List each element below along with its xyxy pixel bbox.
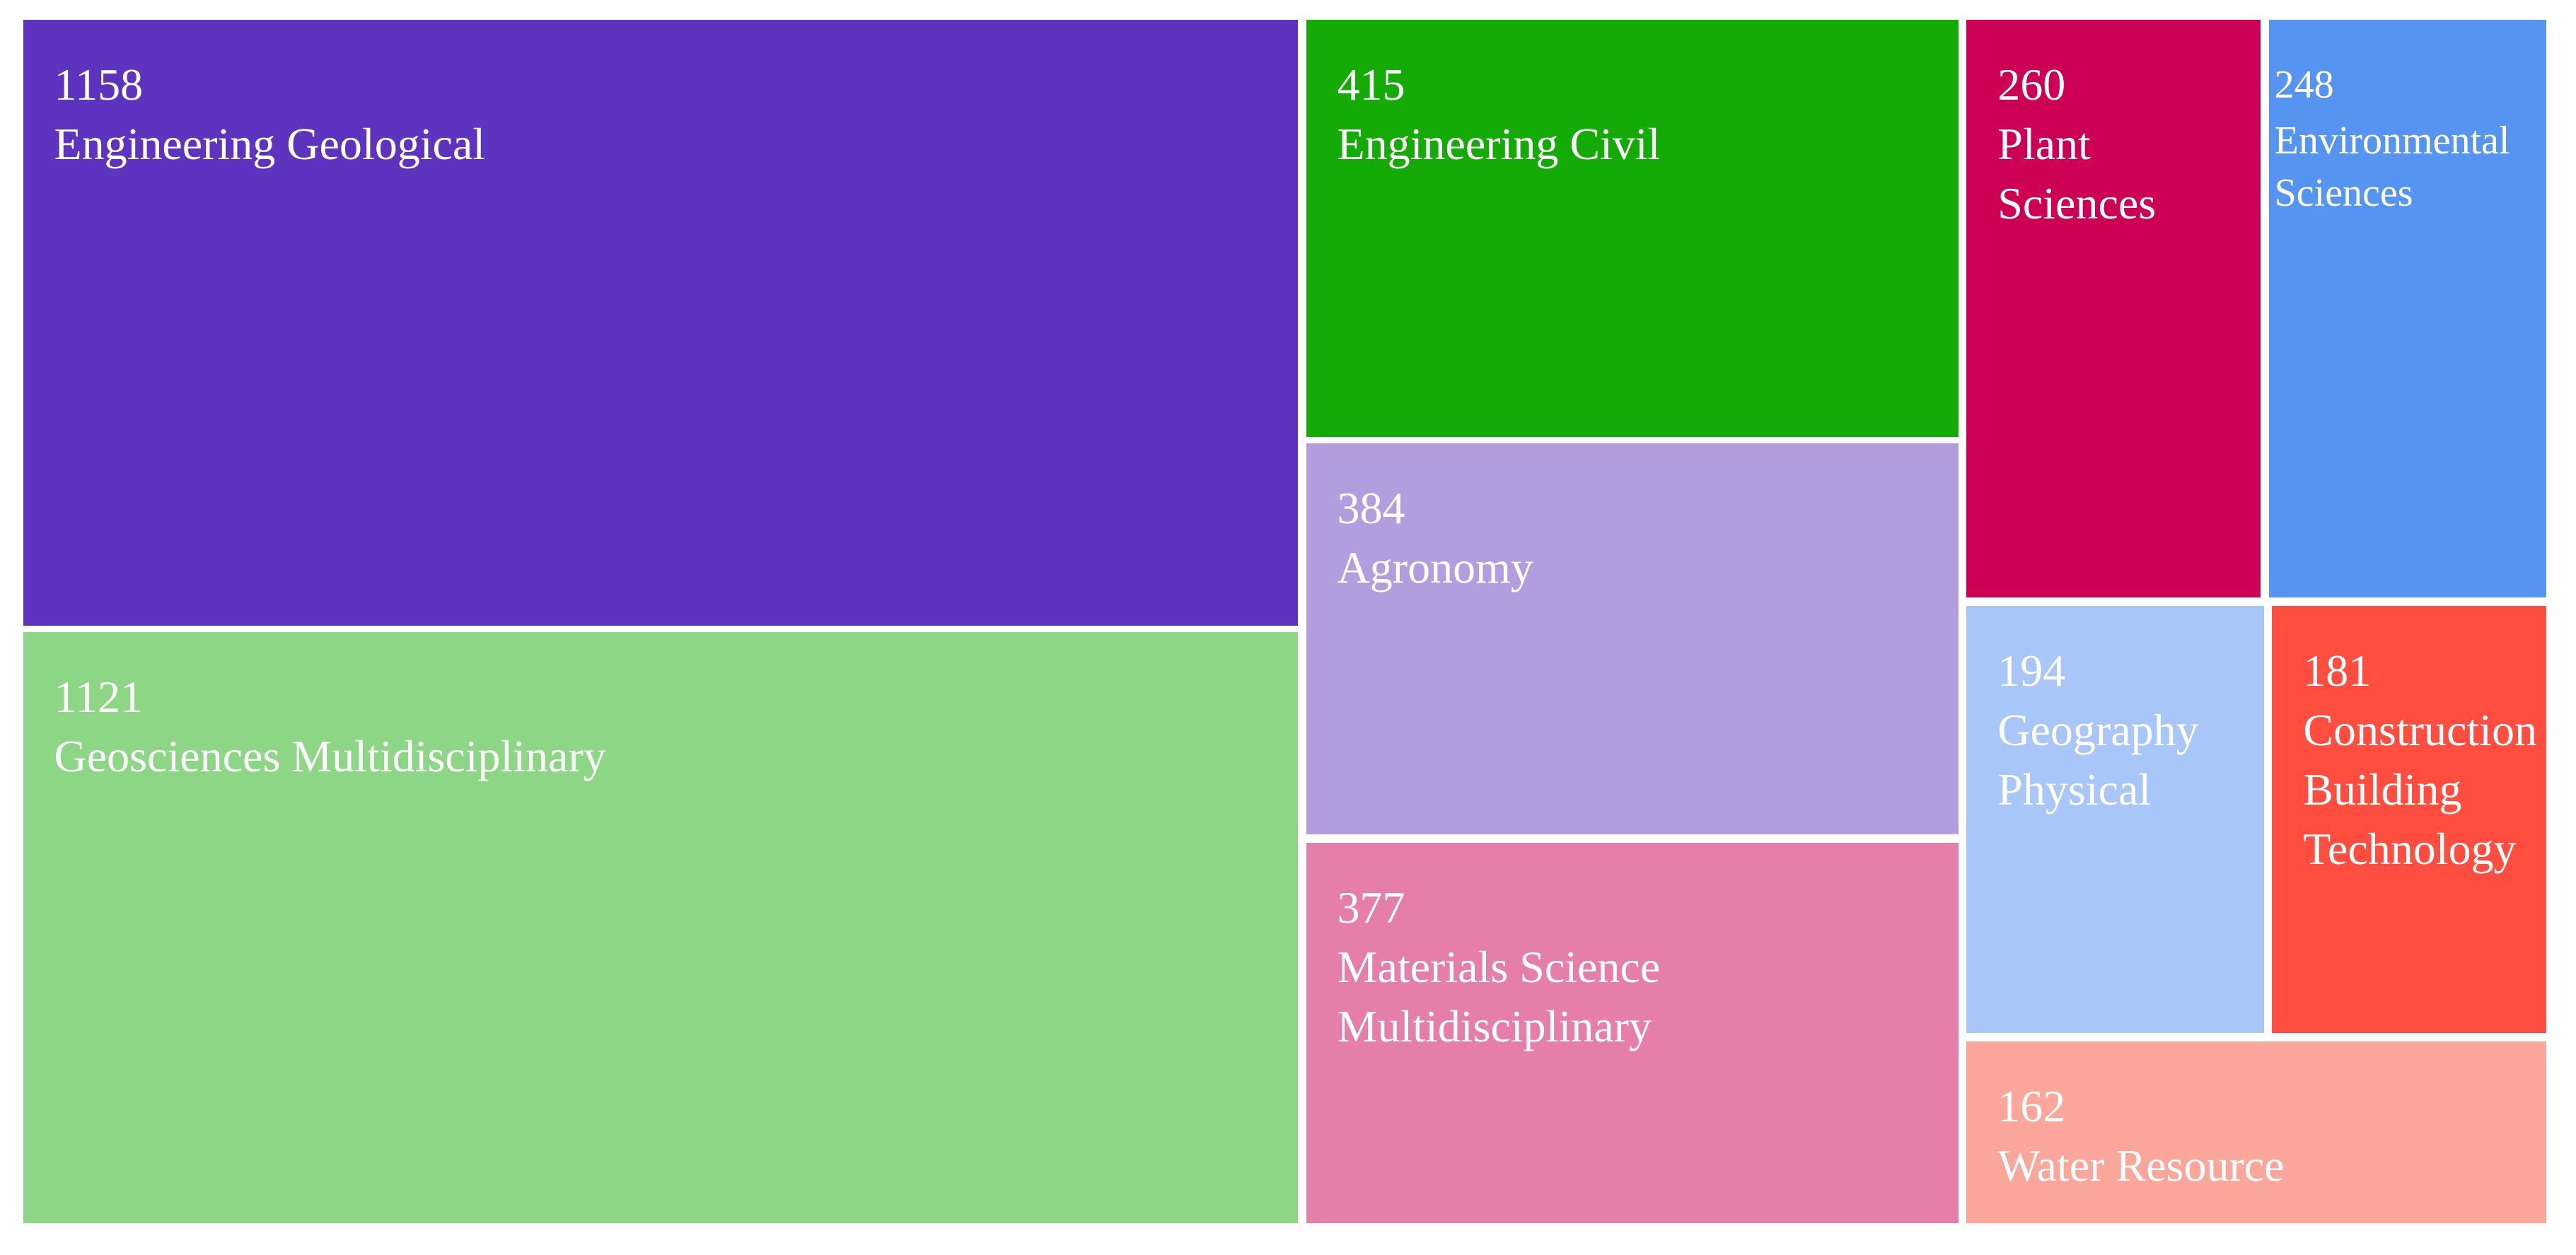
cell-value: 162	[1997, 1080, 2066, 1131]
cell-label: Geosciences Multidisciplinary	[54, 731, 606, 782]
treemap-cell: 1158 Engineering Geological	[23, 19, 1298, 626]
cell-label: Environmental Sciences	[2274, 118, 2510, 215]
treemap-cell: 415 Engineering Civil	[1306, 19, 1959, 437]
treemap-cell: 162 Water Resource	[1966, 1041, 2547, 1224]
cell-value: 194	[1997, 646, 2066, 696]
cell-value: 384	[1337, 483, 1405, 534]
treemap-cell: 377 Materials Science Multidisciplinary	[1306, 842, 1959, 1224]
treemap-cell: 1121 Geosciences Multidisciplinary	[23, 632, 1298, 1224]
cell-label: Construction Building Technology	[2303, 705, 2537, 875]
cell-label: Geography Physical	[1997, 705, 2199, 815]
cell-label: Materials Science Multidisciplinary	[1337, 941, 1661, 1051]
cell-value: 377	[1337, 882, 1405, 933]
cell-label: Engineering Civil	[1337, 118, 1661, 169]
cell-value: 248	[2274, 62, 2334, 107]
cell-label: Agronomy	[1337, 542, 1533, 593]
cell-value: 181	[2303, 646, 2372, 696]
cell-label: Water Resource	[1997, 1140, 2285, 1191]
treemap-cell: 194 Geography Physical	[1966, 606, 2264, 1033]
cell-value: 1121	[54, 672, 144, 723]
treemap-cell: 260 Plant Sciences	[1966, 19, 2261, 598]
treemap-cell: 384 Agronomy	[1306, 443, 1959, 834]
cell-label: Engineering Geological	[54, 118, 486, 169]
cell-value: 415	[1337, 59, 1405, 110]
cell-value: 260	[1997, 59, 2066, 110]
treemap-cell: 181 Construction Building Technology	[2272, 606, 2547, 1033]
cell-label: Plant Sciences	[1997, 118, 2157, 228]
cell-value: 1158	[54, 59, 144, 110]
treemap-cell: 248 Environmental Sciences	[2268, 19, 2547, 598]
